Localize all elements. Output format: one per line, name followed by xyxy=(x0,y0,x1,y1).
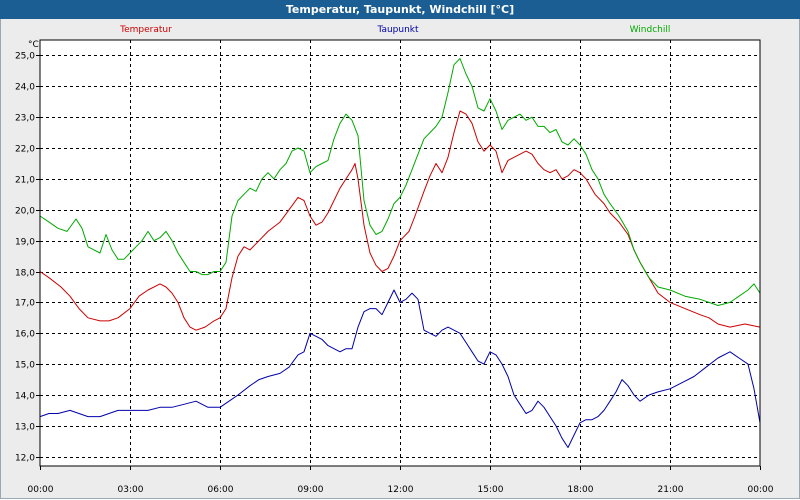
temperature-chart: 12,0 13,0 14,0 15,0 16,0 17,0 18,0 19,0 20,0 21,0… xyxy=(15,25,774,495)
axis-labels: 12,0 13,0 14,0 15,0 16,0 17,0 18,0 19,0 20,0 21,0… xyxy=(15,25,774,495)
chart-panel: 12,0 13,0 14,0 15,0 16,0 17,0 18,0 19,0 20,0 21,0… xyxy=(0,19,800,499)
series-line-temperatur xyxy=(39,110,761,331)
x-tick-time-label: 12:00 xyxy=(388,485,414,495)
legend-windchill: Windchill xyxy=(630,25,671,35)
y-tick-label: 14,0 xyxy=(15,392,35,402)
x-tick-time-label: 09:00 xyxy=(298,485,324,495)
y-tick-label: 22,0 xyxy=(15,145,35,155)
y-tick-label: 21,0 xyxy=(15,176,35,186)
series-line-windchill xyxy=(39,58,761,306)
y-tick-label: 15,0 xyxy=(15,361,35,371)
series-lines xyxy=(39,58,761,448)
plot-border xyxy=(39,39,761,467)
y-tick-label: 25,0 xyxy=(15,52,35,62)
y-tick-label: 19,0 xyxy=(15,238,35,248)
legend-taupunkt: Taupunkt xyxy=(376,25,419,35)
y-tick-label: 23,0 xyxy=(15,114,35,124)
legend-temperatur: Temperatur xyxy=(119,25,172,35)
y-tick-label: 16,0 xyxy=(15,330,35,340)
y-tick-label: 17,0 xyxy=(15,299,35,309)
x-tick-time-label: 21:00 xyxy=(658,485,684,495)
y-tick-label: 18,0 xyxy=(15,269,35,279)
y-tick-label: 12,0 xyxy=(15,454,35,464)
x-tick-time-label: 00:00 xyxy=(28,485,54,495)
window-title: Temperatur, Taupunkt, Windchill [°C] xyxy=(0,0,800,19)
y-unit-label: °C xyxy=(28,40,39,50)
y-tick-label: 13,0 xyxy=(15,423,35,433)
series-line-taupunkt xyxy=(39,289,761,448)
y-tick-label: 24,0 xyxy=(15,83,35,93)
x-tick-time-label: 00:00 xyxy=(748,485,774,495)
x-tick-time-label: 06:00 xyxy=(208,485,234,495)
x-tick-time-label: 15:00 xyxy=(478,485,504,495)
y-tick-label: 20,0 xyxy=(15,207,35,217)
x-tick-time-label: 18:00 xyxy=(568,485,594,495)
x-tick-time-label: 03:00 xyxy=(118,485,144,495)
